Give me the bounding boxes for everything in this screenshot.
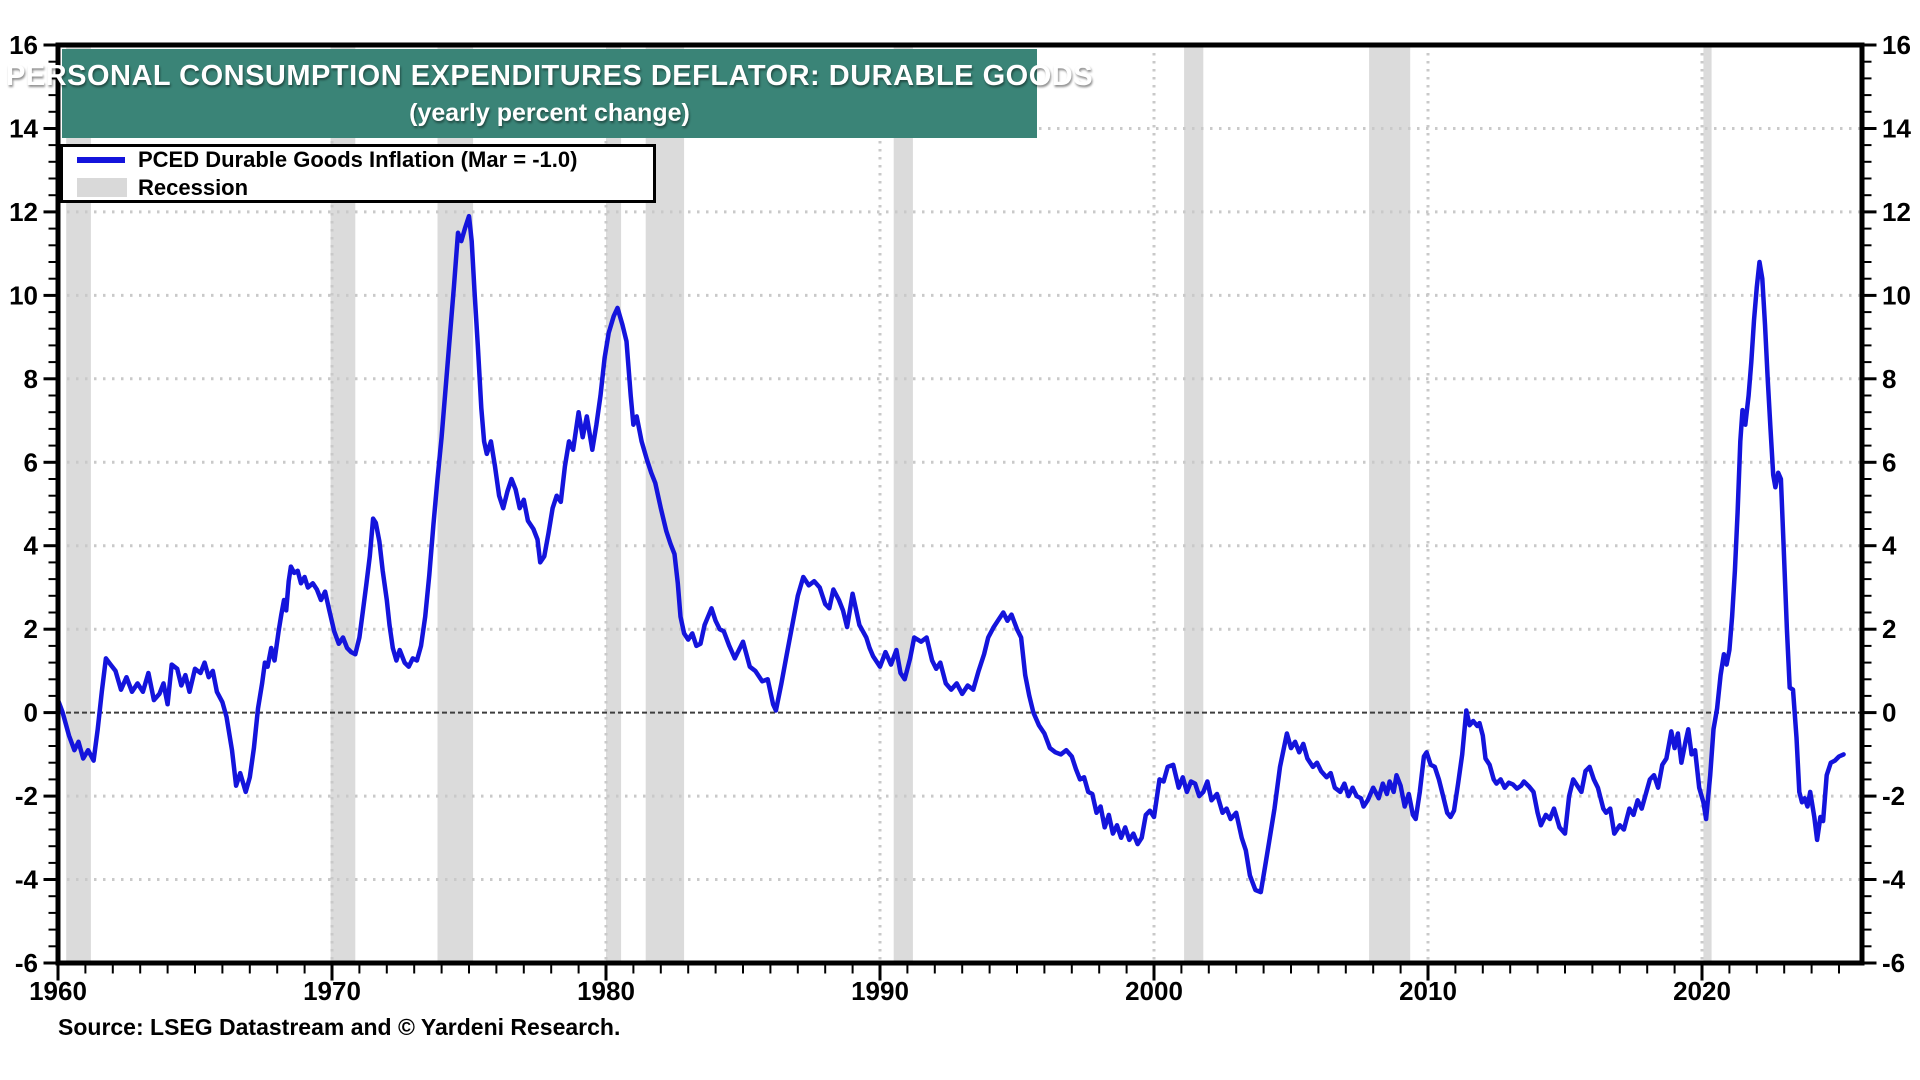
x-axis-label: 2010 bbox=[1399, 976, 1457, 1006]
plot-frame bbox=[55, 42, 1865, 966]
series-legend-label: PCED Durable Goods Inflation (Mar = -1.0… bbox=[138, 146, 578, 172]
pced-inflation-line bbox=[55, 213, 1846, 895]
recession-band bbox=[606, 45, 622, 963]
recession-swatch bbox=[77, 178, 127, 197]
y-axis-label-right: 10 bbox=[1882, 280, 1911, 310]
recession-legend-label: Recession bbox=[138, 174, 249, 200]
chart-subtitle: (yearly percent change) bbox=[409, 98, 690, 127]
legend-row-series: PCED Durable Goods Inflation (Mar = -1.0… bbox=[77, 146, 653, 172]
recession-band bbox=[1369, 45, 1411, 963]
y-axis-label-left: -2 bbox=[15, 781, 38, 811]
x-axis-label: 2020 bbox=[1673, 976, 1731, 1006]
y-axis-label-left: -4 bbox=[15, 865, 39, 895]
y-axis-label-right: -2 bbox=[1882, 781, 1905, 811]
y-axis-label-left: 6 bbox=[24, 447, 38, 477]
y-axis-label-left: 0 bbox=[24, 698, 38, 728]
y-axis-label-left: 12 bbox=[9, 197, 38, 227]
source-attribution: Source: LSEG Datastream and © Yardeni Re… bbox=[58, 1014, 621, 1040]
recession-band bbox=[1184, 45, 1204, 963]
y-axis-label-left: 8 bbox=[24, 364, 38, 394]
y-axis-label-left: 16 bbox=[9, 30, 38, 60]
x-axis-label: 1990 bbox=[851, 976, 909, 1006]
x-axis-label: 1980 bbox=[577, 976, 635, 1006]
legend-row-recession: Recession bbox=[77, 174, 653, 200]
y-axis-label-right: -4 bbox=[1882, 865, 1906, 895]
y-axis-label-right: 14 bbox=[1882, 114, 1911, 144]
y-axis-label-left: -6 bbox=[15, 948, 38, 978]
title-banner: PERSONAL CONSUMPTION EXPENDITURES DEFLAT… bbox=[6, 49, 1093, 138]
y-axis-label-left: 10 bbox=[9, 280, 38, 310]
y-axis-label-right: 8 bbox=[1882, 364, 1896, 394]
y-axis-label-right: -6 bbox=[1882, 948, 1905, 978]
x-axis-label: 1960 bbox=[29, 976, 87, 1006]
series-line-swatch bbox=[77, 156, 125, 163]
recession-band bbox=[893, 45, 913, 963]
y-axis-label-right: 0 bbox=[1882, 698, 1896, 728]
y-axis-label-left: 14 bbox=[9, 114, 38, 144]
y-axis-label-right: 16 bbox=[1882, 30, 1911, 60]
legend: PCED Durable Goods Inflation (Mar = -1.0… bbox=[60, 144, 656, 203]
y-axis-label-right: 12 bbox=[1882, 197, 1911, 227]
y-axis-label-right: 2 bbox=[1882, 614, 1896, 644]
recession-band bbox=[1703, 45, 1712, 963]
y-axis-label-left: 4 bbox=[24, 531, 39, 561]
x-axis-label: 1970 bbox=[303, 976, 361, 1006]
x-axis-label: 2000 bbox=[1125, 976, 1183, 1006]
y-axis-label-right: 6 bbox=[1882, 447, 1896, 477]
chart-title: PERSONAL CONSUMPTION EXPENDITURES DEFLAT… bbox=[5, 59, 1094, 92]
y-axis-label-left: 2 bbox=[24, 614, 38, 644]
y-axis-label-right: 4 bbox=[1882, 531, 1897, 561]
